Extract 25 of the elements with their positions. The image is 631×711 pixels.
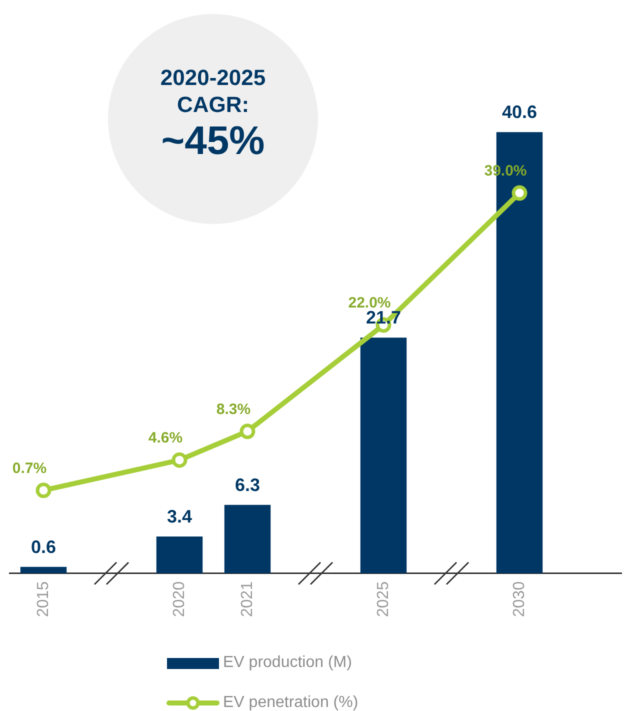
- data-label: 22.0%: [348, 294, 391, 312]
- x-tick-label: 2020: [170, 581, 188, 617]
- point: [240, 424, 256, 440]
- data-label: 3.4: [166, 506, 192, 526]
- bar: [156, 536, 203, 574]
- circle-badge: 2020-2025 CAGR: ~45%: [108, 14, 318, 224]
- data-label: 6.3: [234, 474, 260, 495]
- x-tick-label: 2030: [510, 581, 528, 617]
- legend-label: EV production (M): [223, 654, 352, 672]
- data-label: 8.3%: [216, 400, 251, 418]
- x-tick-label: 2025: [374, 581, 392, 617]
- x-tick-label: 2015: [34, 581, 52, 617]
- point: [36, 482, 52, 498]
- data-label: 4.6%: [148, 430, 183, 447]
- legend-label: EV penetration (%): [223, 694, 358, 711]
- annotation: ~45%: [161, 118, 265, 164]
- point: [172, 452, 188, 468]
- bar: [20, 566, 67, 574]
- bar: [224, 504, 271, 574]
- x-tick-label: 2021: [238, 581, 256, 617]
- point: [512, 185, 528, 201]
- data-label: 0.7%: [12, 460, 47, 477]
- data-label: 0.6: [30, 536, 56, 557]
- data-label: 40.6: [502, 102, 538, 122]
- bar: [360, 338, 407, 574]
